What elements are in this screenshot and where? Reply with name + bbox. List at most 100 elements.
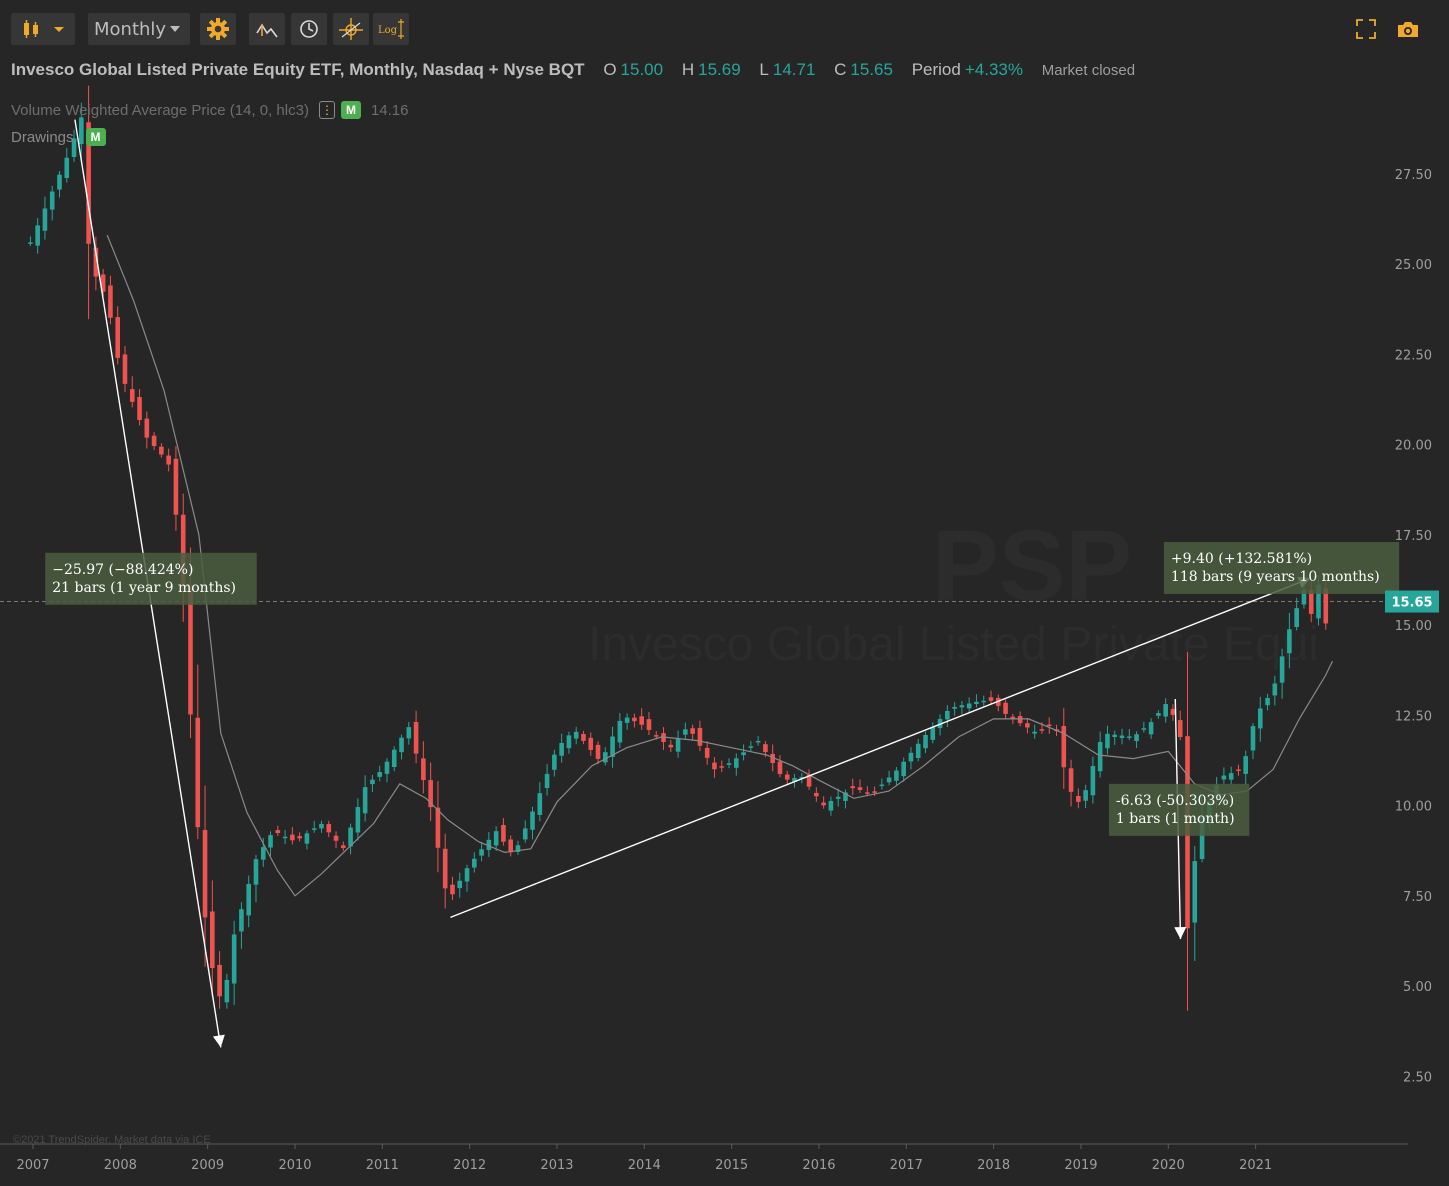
- candle-body: [1243, 756, 1249, 774]
- log-scale-button[interactable]: Log: [373, 13, 409, 45]
- candle-body: [981, 700, 987, 703]
- candle-body: [697, 727, 703, 746]
- candle-body: [224, 979, 230, 1003]
- candle-body: [552, 754, 557, 770]
- measure-label-box: [1163, 541, 1400, 594]
- candle-body: [537, 793, 543, 815]
- high-label: H: [681, 60, 695, 79]
- drawings-legend[interactable]: Drawings M: [11, 128, 106, 146]
- candle-body: [850, 786, 856, 789]
- candle-body: [246, 883, 252, 916]
- candle-body: [930, 726, 936, 740]
- candle-body: [93, 247, 99, 277]
- candle-body: [413, 722, 419, 754]
- candle-body: [129, 389, 135, 402]
- vwap-m-badge[interactable]: M: [340, 101, 361, 119]
- candle-body: [1279, 656, 1285, 683]
- candle-body: [42, 208, 48, 231]
- candle-body: [595, 744, 601, 759]
- high-value: 15.69: [698, 60, 741, 79]
- measure-label-text: 1 bars (1 month): [1116, 811, 1235, 827]
- vwap-line: [106, 234, 1334, 897]
- candle-body: [86, 122, 91, 244]
- y-tick-label: 27.50: [1395, 168, 1432, 183]
- y-tick-label: 25.00: [1395, 258, 1432, 273]
- clock-icon: [300, 20, 318, 38]
- candle-body: [792, 778, 797, 782]
- candle-body: [282, 836, 288, 839]
- y-tick-label: 17.50: [1395, 529, 1432, 544]
- candle-body: [100, 274, 106, 292]
- candle-body: [421, 758, 426, 781]
- candle-body: [180, 514, 186, 585]
- watermark-symbol: PSP: [932, 510, 1132, 622]
- candle-body: [770, 753, 775, 764]
- candle-body: [479, 849, 484, 856]
- more-options-icon[interactable]: ⋮: [318, 101, 335, 119]
- candle-body: [260, 847, 266, 860]
- candle-body: [122, 354, 128, 384]
- settings-button[interactable]: [200, 13, 236, 45]
- candle-body: [1119, 735, 1125, 738]
- measure-label-text: +9.40 (+132.581%): [1171, 551, 1312, 567]
- candle-body: [1236, 769, 1241, 771]
- candle-body: [719, 766, 725, 768]
- candle-body: [733, 758, 739, 768]
- x-tick-label: 2010: [278, 1158, 311, 1173]
- crosshair-button[interactable]: [333, 13, 369, 45]
- timeframe-select[interactable]: Monthly: [88, 13, 190, 45]
- y-tick-label: 12.50: [1395, 709, 1432, 724]
- measure-label-text: −25.97 (−88.424%): [52, 562, 193, 578]
- candle-body: [843, 792, 848, 801]
- vwap-legend[interactable]: Volume Weighted Average Price (14, 0, hl…: [11, 101, 409, 119]
- candle-body: [1068, 768, 1074, 792]
- y-tick-label: 22.50: [1395, 348, 1432, 363]
- x-tick-label: 2019: [1064, 1158, 1097, 1173]
- candle-body: [530, 811, 535, 830]
- candle-body: [1163, 704, 1168, 717]
- candle-body: [675, 738, 681, 752]
- market-status: Market closed: [1041, 62, 1136, 79]
- candle-body: [341, 845, 346, 849]
- measure-label-text: -6.63 (-50.303%): [1116, 793, 1234, 809]
- close-value: 15.65: [850, 60, 893, 79]
- candle-body: [864, 792, 870, 794]
- candle-body: [319, 823, 324, 829]
- candle-body: [173, 458, 179, 515]
- candle-body: [1046, 724, 1052, 727]
- measure-label-box: [45, 552, 257, 605]
- time-button[interactable]: [291, 13, 327, 45]
- candle-body: [712, 762, 717, 770]
- candle-body: [988, 697, 994, 701]
- candle-body: [1308, 590, 1314, 614]
- candle-body: [144, 418, 150, 438]
- candle-body: [1156, 713, 1161, 716]
- candle-body: [1003, 702, 1008, 714]
- candle-body: [777, 761, 783, 775]
- fullscreen-button[interactable]: [1352, 13, 1380, 45]
- candle-body: [137, 397, 142, 420]
- candle-body: [828, 801, 834, 811]
- candle-body: [1257, 708, 1263, 729]
- indicator-button[interactable]: [249, 13, 285, 45]
- toolbar: Monthly Log: [0, 0, 1449, 58]
- candle-body: [1294, 608, 1299, 627]
- drawings-m-badge[interactable]: M: [85, 128, 106, 146]
- candle-body: [544, 773, 550, 789]
- candle-body: [159, 446, 164, 455]
- measure-line: [450, 577, 1311, 919]
- log-label: Log: [378, 25, 398, 36]
- x-tick-label: 2020: [1152, 1158, 1185, 1173]
- screenshot-button[interactable]: [1394, 13, 1422, 45]
- measure-label-text: 118 bars (9 years 10 months): [1171, 569, 1380, 585]
- chart-type-button[interactable]: [11, 13, 75, 45]
- log-scale-icon: Log: [378, 19, 404, 39]
- candle-body: [457, 880, 463, 889]
- gear-icon: [207, 18, 229, 40]
- fullscreen-icon: [1356, 19, 1376, 39]
- last-price-tag: [1385, 590, 1439, 613]
- candle-body: [493, 831, 499, 846]
- candle-body: [115, 317, 121, 358]
